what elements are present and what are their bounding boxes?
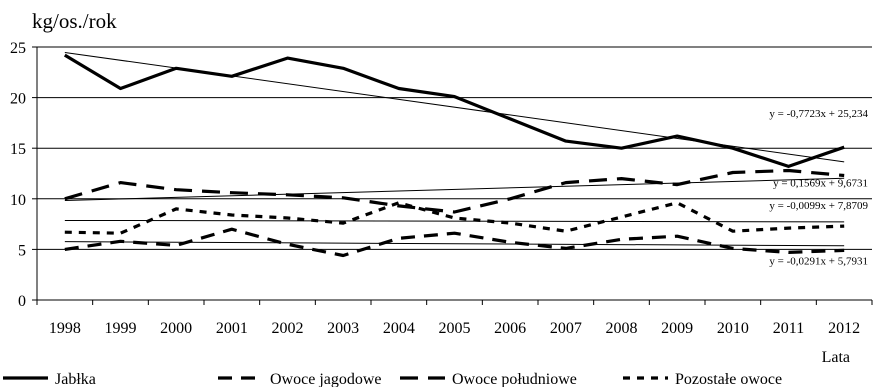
- x-tick-label: 2008: [606, 320, 638, 337]
- tick-labels: 0 5 10 15 20 25 1998 1999 2000 2001 2002 2003 2004 20…: [10, 40, 860, 337]
- x-tick-label: 2012: [828, 320, 860, 337]
- trend-equation: y = 0,1569x + 9,6731: [773, 178, 868, 190]
- series-line: [63, 53, 845, 168]
- x-tick-label: 2010: [717, 320, 749, 337]
- y-tick-label: 0: [18, 293, 26, 310]
- x-tick-label: 1998: [49, 320, 81, 337]
- y-tick-label: 20: [10, 91, 26, 108]
- series-line: [64, 168, 845, 214]
- trendline: [64, 177, 845, 202]
- x-tick-label: 2001: [216, 320, 248, 337]
- x-tick-label: 2005: [439, 320, 471, 337]
- x-tick-label: 2007: [550, 320, 582, 337]
- axes: [32, 46, 873, 305]
- legend: Jabłka Owoce jagodowe Owoce południowe Pozo…: [3, 371, 782, 387]
- x-tick-label: 2006: [494, 320, 526, 337]
- trendlines: [64, 51, 845, 247]
- trendline: [64, 219, 845, 223]
- y-tick-label: 5: [18, 242, 26, 259]
- trend-labels: y = -0,7723x + 25,234 y = -0,0291x + 5,79…: [769, 108, 868, 268]
- x-tick-label: 2003: [327, 320, 359, 337]
- legend-label: Jabłka: [55, 371, 96, 387]
- trendline: [64, 241, 845, 247]
- series-line: [64, 227, 845, 258]
- y-axis-title: kg/os./rok: [32, 9, 117, 33]
- y-tick-label: 15: [10, 141, 26, 158]
- x-tick-label: 1999: [105, 320, 137, 337]
- x-tick-label: 2004: [383, 320, 415, 337]
- x-axis-title: Lata: [822, 349, 850, 366]
- series-line: [64, 201, 845, 235]
- trend-equation: y = -0,7723x + 25,234: [769, 108, 868, 120]
- y-tick-label: 25: [10, 40, 26, 57]
- legend-label: Owoce południowe: [452, 371, 577, 387]
- x-tick-label: 2000: [160, 320, 192, 337]
- x-tick-label: 2009: [661, 320, 693, 337]
- x-tick-label: 2002: [272, 320, 304, 337]
- legend-label: Owoce jagodowe: [270, 371, 382, 387]
- trend-equation: y = -0,0291x + 5,7931: [769, 256, 868, 268]
- y-tick-label: 10: [10, 192, 26, 209]
- trend-equation: y = -0,0099x + 7,8709: [769, 200, 868, 212]
- series-lines: [63, 53, 845, 258]
- legend-label: Pozostałe owoce: [675, 371, 782, 387]
- x-tick-label: 2011: [773, 320, 804, 337]
